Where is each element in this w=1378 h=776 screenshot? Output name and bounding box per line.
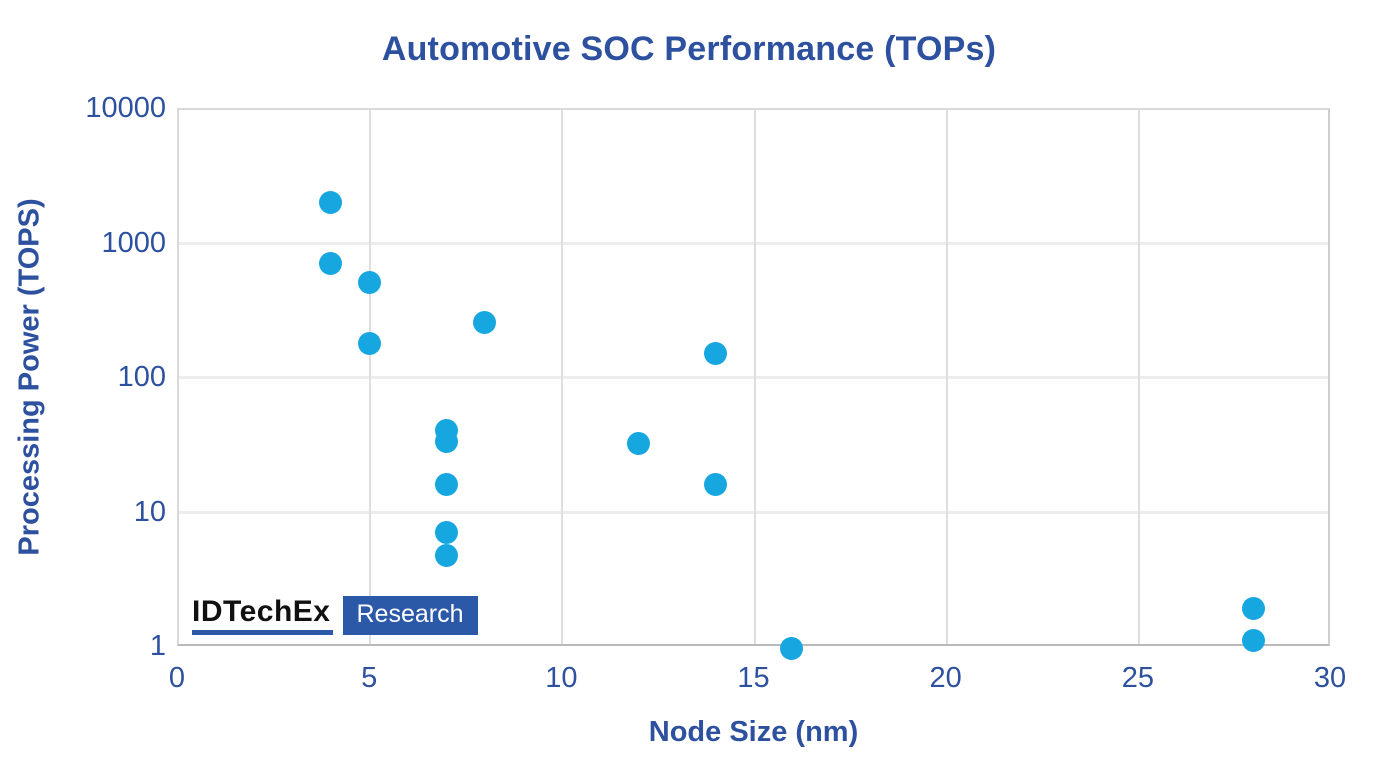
v-gridline — [945, 110, 948, 644]
idtechex-logo: IDTechEx Research — [192, 596, 478, 635]
idtechex-logo-wordmark: IDTechEx — [192, 597, 333, 635]
v-gridline — [561, 110, 564, 644]
x-tick-label: 15 — [737, 662, 770, 694]
data-point — [626, 432, 650, 456]
v-gridline — [1137, 110, 1140, 644]
data-point — [434, 544, 458, 568]
data-point — [1241, 597, 1265, 620]
v-gridline — [369, 110, 372, 644]
data-point — [357, 332, 381, 356]
x-tick-label: 30 — [1313, 662, 1347, 694]
y-tick-label: 1 — [149, 630, 166, 662]
data-point — [703, 472, 727, 496]
data-point — [472, 311, 496, 335]
y-tick-label: 10000 — [85, 92, 166, 124]
data-point — [434, 520, 458, 544]
y-tick-label: 1000 — [101, 226, 166, 259]
x-tick-label: 25 — [1121, 662, 1154, 694]
plot-area — [177, 108, 1330, 646]
x-axis-title: Node Size (nm) — [648, 716, 859, 748]
x-tick-label: 5 — [361, 662, 378, 694]
data-point — [780, 637, 804, 661]
data-point — [319, 190, 343, 214]
idtechex-research-badge: Research — [342, 596, 478, 635]
data-point — [434, 472, 458, 496]
x-tick-label: 10 — [545, 662, 578, 694]
chart-title: Automotive SOC Performance (TOPs) — [381, 30, 997, 68]
data-point — [434, 430, 458, 454]
data-point — [319, 251, 343, 275]
data-point — [703, 341, 727, 365]
data-point — [357, 271, 381, 295]
v-gridline — [753, 110, 756, 644]
x-tick-label: 0 — [168, 662, 186, 694]
y-tick-label: 10 — [133, 495, 166, 528]
x-tick-label: 20 — [929, 662, 962, 694]
y-tick-label: 100 — [117, 361, 166, 393]
data-point — [1241, 628, 1265, 652]
